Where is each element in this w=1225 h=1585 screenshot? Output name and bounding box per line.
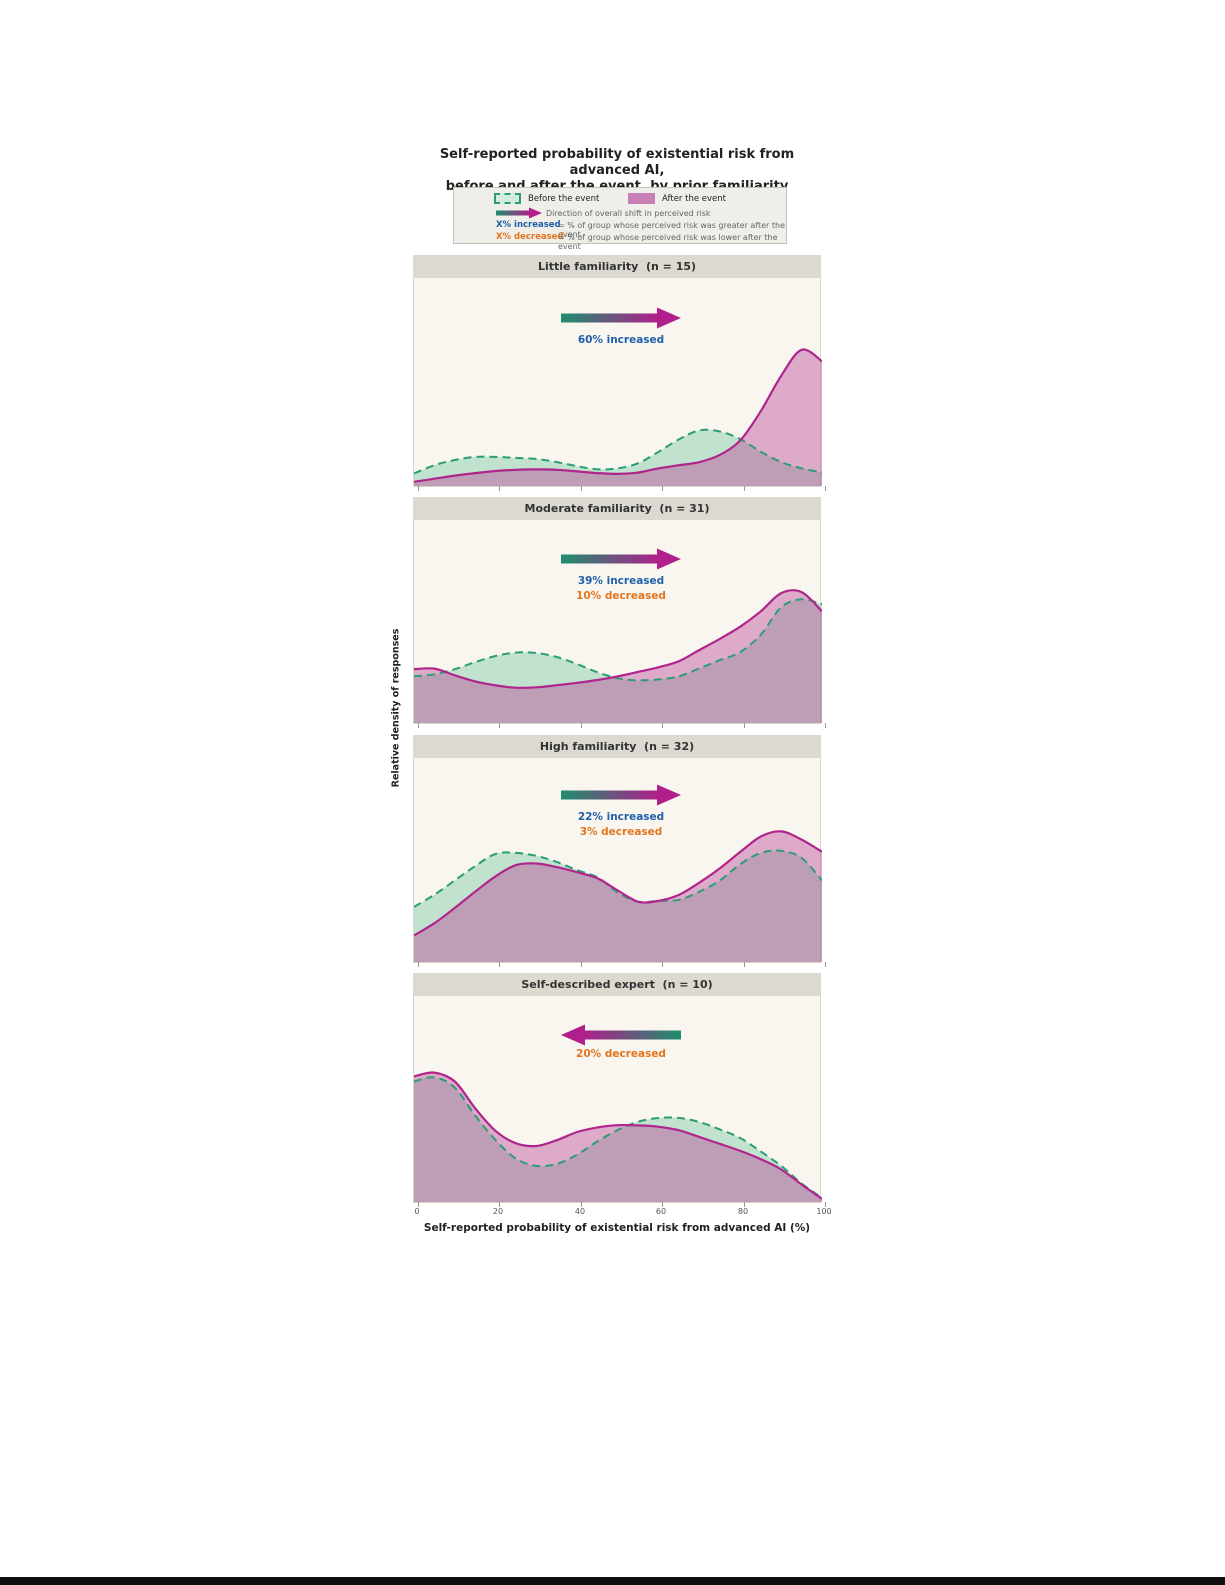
shift-annotation: 60% increased	[561, 306, 681, 348]
x-axis-tick-labels: 0 20 40 60 80 100	[413, 1207, 831, 1219]
after-curve	[414, 830, 822, 937]
plot-area: 60% increased	[413, 278, 826, 491]
x-ticks	[414, 486, 826, 491]
legend-before-label: Before the event	[528, 194, 600, 204]
plot-area: 22% increased 3% decreased	[413, 758, 826, 967]
shift-arrow-icon	[561, 1024, 681, 1046]
legend-after-label: After the event	[662, 194, 726, 204]
before-curve	[414, 849, 822, 908]
panel-title: High familiarity (n = 32)	[413, 735, 821, 758]
plot-area: 39% increased 10% decreased	[413, 520, 826, 728]
density-chart	[414, 1071, 822, 1202]
after-area	[414, 831, 822, 962]
legend-increased-def: = % of group whose perceived risk was gr…	[558, 221, 786, 239]
panel-title: Moderate familiarity (n = 31)	[413, 497, 821, 520]
shift-annotation: 20% decreased	[561, 1023, 681, 1062]
legend-row-increased: X% increased = % of group whose perceive…	[454, 219, 786, 239]
shift-annotation: 39% increased 10% decreased	[561, 547, 681, 604]
panel-title: Self-described expert (n = 10)	[413, 973, 821, 996]
after-area	[414, 349, 822, 486]
legend-arrow-label: Direction of overall shift in perceived …	[546, 209, 711, 218]
legend-increased-term: X% increased	[496, 220, 561, 230]
x-tick-label: 0	[414, 1207, 420, 1216]
panel-little-familiarity: Little familiarity (n = 15) 60% increase…	[413, 255, 826, 491]
increased-label: 60% increased	[577, 334, 665, 346]
shift-arrow-icon	[561, 307, 681, 329]
x-tick-label: 80	[737, 1207, 749, 1216]
before-area	[414, 429, 822, 486]
legend: Before the event After the event Directi…	[453, 187, 787, 251]
density-chart	[414, 830, 822, 962]
density-chart	[414, 348, 822, 486]
after-curve	[414, 348, 822, 483]
y-axis-title: Relative density of responses	[390, 628, 402, 788]
x-axis-title: Self-reported probability of existential…	[423, 1222, 811, 1234]
after-curve	[414, 1071, 822, 1200]
panel-moderate-familiarity: Moderate familiarity (n = 31) 39% increa…	[413, 497, 826, 728]
legend-decreased-def: = % of group whose perceived risk was lo…	[558, 233, 778, 251]
before-curve	[414, 1076, 822, 1199]
increased-label: 39% increased	[577, 575, 665, 587]
x-tick-label: 20	[492, 1207, 504, 1216]
increased-label: 22% increased	[577, 811, 665, 823]
x-ticks	[414, 962, 826, 967]
before-curve	[414, 428, 822, 475]
density-chart	[414, 589, 822, 723]
before-area	[414, 850, 822, 962]
bottom-page-edge	[0, 1577, 1225, 1585]
after-area	[414, 1072, 822, 1202]
before-swatch	[494, 193, 521, 204]
x-tick-label: 40	[574, 1207, 586, 1216]
before-area	[414, 599, 822, 723]
after-area	[414, 590, 822, 723]
before-curve	[414, 598, 822, 682]
decreased-label: 10% decreased	[576, 590, 666, 602]
x-tick-label: 100	[816, 1207, 832, 1216]
decreased-label: 20% decreased	[576, 1048, 666, 1060]
plot-area: 20% decreased	[413, 996, 826, 1207]
panel-high-familiarity: High familiarity (n = 32) 22% increased …	[413, 735, 826, 967]
after-curve	[414, 589, 822, 689]
shift-annotation: 22% increased 3% decreased	[561, 783, 681, 840]
figure-title-line1: Self-reported probability of existential…	[439, 147, 795, 178]
shift-arrow-icon	[561, 784, 681, 806]
legend-row-swatches: Before the event After the event	[454, 188, 786, 206]
panel-title: Little familiarity (n = 15)	[413, 255, 821, 278]
x-ticks	[414, 723, 826, 728]
shift-arrow-icon	[561, 548, 681, 570]
after-swatch	[628, 193, 655, 204]
before-area	[414, 1077, 822, 1202]
x-tick-label: 60	[655, 1207, 667, 1216]
panel-self-described-expert: Self-described expert (n = 10) 20% decre…	[413, 973, 826, 1207]
legend-row-arrow: Direction of overall shift in perceived …	[454, 206, 786, 219]
legend-row-decreased: X% decreased = % of group whose perceive…	[454, 231, 786, 251]
legend-decreased-term: X% decreased	[496, 232, 564, 242]
decreased-label: 3% decreased	[579, 826, 663, 838]
shift-arrow-icon	[496, 207, 542, 219]
x-ticks	[414, 1202, 826, 1207]
